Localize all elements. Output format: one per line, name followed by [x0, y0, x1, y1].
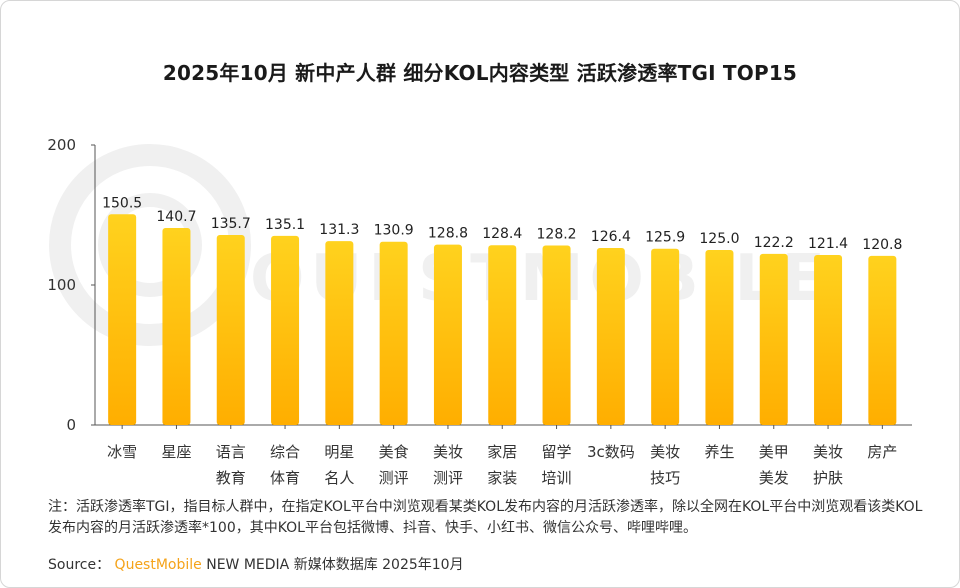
category-label: 美妆 — [813, 443, 843, 461]
value-label: 120.8 — [862, 237, 902, 253]
watermark-logo-inner — [98, 193, 202, 297]
value-label: 140.7 — [156, 209, 196, 225]
value-label: 128.2 — [537, 227, 577, 243]
y-tick-label: 0 — [66, 416, 76, 434]
source-label: Source： — [48, 557, 111, 573]
category-label: 培训 — [542, 469, 572, 487]
category-label: 星座 — [161, 443, 191, 461]
category-label: 技巧 — [650, 469, 680, 487]
category-label: 家居 — [487, 443, 517, 461]
bar — [542, 245, 571, 425]
bar — [759, 253, 788, 425]
category-label: 美甲 — [759, 443, 789, 461]
category-label: 美发 — [759, 469, 789, 487]
category-label: 测评 — [433, 469, 463, 487]
bar — [651, 248, 680, 425]
value-label: 125.9 — [645, 230, 685, 246]
category-label: 明星 — [324, 443, 354, 461]
bar — [379, 241, 408, 425]
category-label: 家装 — [487, 469, 517, 487]
bar — [216, 235, 245, 425]
category-label: 护肤 — [813, 469, 843, 487]
bar — [108, 214, 137, 425]
y-tick-label: 200 — [47, 136, 76, 154]
category-label: 养生 — [704, 443, 734, 461]
source-line: Source： QuestMobile NEW MEDIA 新媒体数据库 202… — [48, 554, 464, 574]
category-label: 语言 — [216, 443, 246, 461]
bar — [325, 241, 354, 425]
category-label: 美妆 — [650, 443, 680, 461]
category-label: 房产 — [867, 443, 897, 461]
value-label: 122.2 — [754, 235, 794, 251]
bar — [162, 228, 191, 425]
value-label: 130.9 — [374, 223, 414, 239]
value-label: 126.4 — [591, 229, 631, 245]
category-label: 名人 — [324, 469, 354, 487]
source-brand: QuestMobile — [114, 557, 202, 573]
value-label: 128.4 — [482, 226, 522, 242]
value-label: 128.8 — [428, 226, 468, 242]
category-label: 美妆 — [433, 443, 463, 461]
source-rest: NEW MEDIA 新媒体数据库 2025年10月 — [206, 557, 464, 573]
value-label: 135.7 — [211, 216, 251, 232]
bar — [705, 250, 734, 425]
bar — [271, 235, 300, 425]
bar — [814, 255, 843, 425]
value-label: 150.5 — [102, 195, 142, 211]
category-label: 3c数码 — [587, 443, 635, 461]
category-label: 美食 — [379, 443, 409, 461]
bar — [433, 244, 462, 425]
bar — [868, 255, 897, 425]
category-label: 测评 — [379, 469, 409, 487]
bar — [596, 248, 625, 425]
value-label: 121.4 — [808, 236, 848, 252]
bar — [488, 245, 517, 425]
watermark-logo — [49, 144, 251, 346]
y-tick-label: 100 — [47, 276, 76, 294]
category-label: 冰雪 — [107, 443, 137, 461]
value-label: 135.1 — [265, 217, 305, 233]
value-label: 125.0 — [699, 231, 739, 247]
category-label: 留学 — [542, 443, 572, 461]
category-label: 体育 — [270, 469, 300, 487]
category-label: 综合 — [270, 443, 300, 461]
value-label: 131.3 — [319, 222, 359, 238]
category-label: 教育 — [216, 469, 246, 487]
chart-title: 2025年10月 新中产人群 细分KOL内容类型 活跃渗透率TGI TOP15 — [162, 61, 798, 85]
footnote: 注：活跃渗透率TGI，指目标人群中，在指定KOL平台中浏览观看某类KOL发布内容… — [48, 499, 923, 536]
